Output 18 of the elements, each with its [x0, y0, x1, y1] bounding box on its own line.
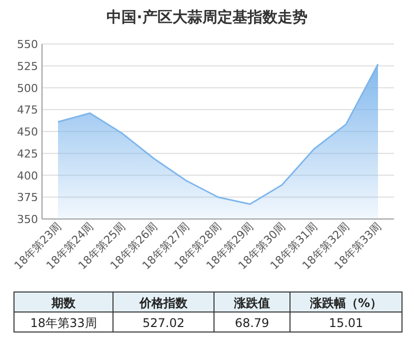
- text: 涨跌值: [233, 296, 270, 310]
- text: 价格指数: [138, 296, 188, 310]
- y-tick-label: 425: [17, 147, 38, 160]
- y-tick-label: 500: [17, 82, 38, 95]
- text: 涨跌幅（%）: [308, 296, 382, 310]
- text: 527.02: [142, 316, 184, 330]
- y-tick-label: 550: [17, 38, 38, 51]
- text: 期数: [50, 296, 76, 310]
- text: 18年第33周: [30, 316, 97, 330]
- text: 15.01: [328, 316, 364, 330]
- y-tick-label: 525: [17, 60, 38, 73]
- y-tick-label: 475: [17, 104, 38, 117]
- y-tick-label: 450: [17, 126, 38, 138]
- text: 68.79: [234, 316, 270, 330]
- y-tick-label: 400: [17, 169, 38, 182]
- chart-title: 中国·产区大蒜周定基指数走势: [106, 8, 308, 26]
- y-tick-label: 350: [17, 213, 38, 226]
- y-tick-label: 375: [17, 191, 38, 204]
